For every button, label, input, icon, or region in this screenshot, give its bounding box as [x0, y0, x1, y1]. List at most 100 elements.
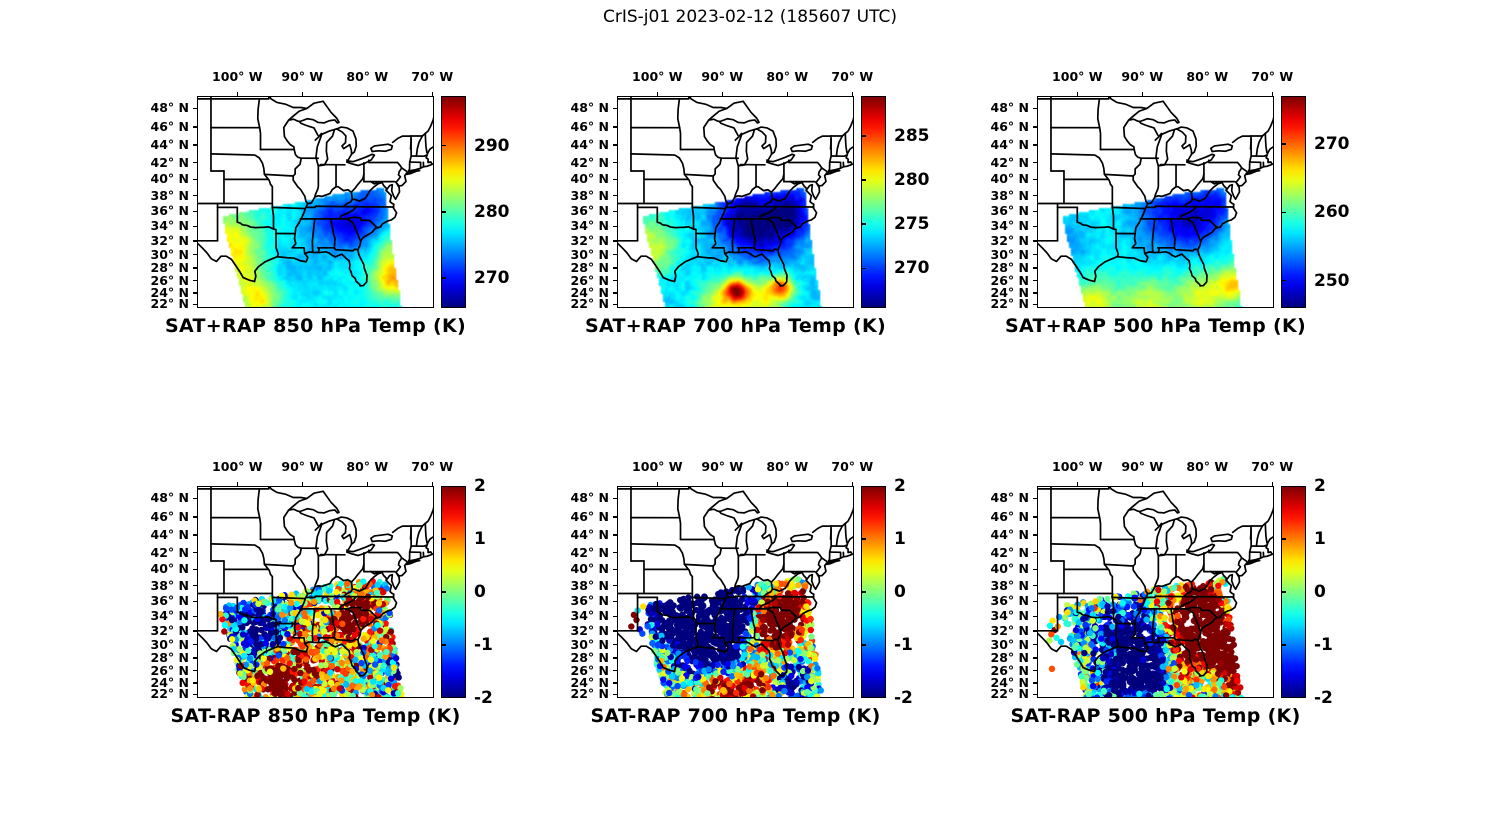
- lat-axis-tick: [612, 210, 617, 212]
- lon-tick-label: 100° W: [1052, 459, 1103, 474]
- lat-tick-label: 30° N: [570, 246, 609, 262]
- lat-tick-label: 28° N: [150, 259, 189, 275]
- lat-tick-label: 22° N: [990, 296, 1029, 312]
- figure-title: CrIS-j01 2023-02-12 (185607 UTC): [602, 7, 898, 27]
- lat-tick-label: 36° N: [570, 593, 609, 609]
- lat-axis-tick: [192, 178, 197, 181]
- colorbar-tick-label: -1: [894, 635, 913, 655]
- panel-title: SAT+RAP 500 hPa Temp (K): [1005, 315, 1306, 337]
- lat-tick-label: 46° N: [990, 509, 1029, 525]
- colorbar-tick-label: 2: [1314, 476, 1326, 496]
- lat-tick-label: 42° N: [570, 544, 609, 560]
- lat-axis-tick: [192, 568, 197, 571]
- lat-tick-label: 36° N: [570, 203, 609, 219]
- lat-tick-label: 32° N: [990, 232, 1029, 248]
- lat-axis-tick: [192, 225, 197, 228]
- lon-axis-tick: [366, 482, 369, 486]
- lon-axis-tick: [851, 92, 854, 96]
- lat-tick-label: 30° N: [150, 636, 189, 652]
- lat-axis-tick: [1032, 615, 1037, 618]
- lat-axis-tick: [612, 615, 617, 618]
- colorbar: [861, 96, 886, 308]
- lat-tick-label: 24° N: [570, 674, 609, 690]
- colorbar-tick-label: 290: [474, 135, 510, 156]
- lon-axis-tick: [236, 92, 239, 96]
- lat-tick-label: 26° N: [570, 272, 609, 288]
- colorbar-tick-label: 270: [894, 258, 930, 279]
- lat-axis-tick: [192, 194, 197, 197]
- lat-axis-tick: [612, 178, 617, 181]
- lon-tick-label: 70° W: [831, 69, 874, 84]
- lat-axis-tick: [192, 267, 197, 269]
- lat-axis-tick: [612, 693, 617, 696]
- lat-axis-tick: [1032, 178, 1037, 181]
- colorbar-tick-label: 0: [1314, 582, 1326, 602]
- lat-axis-tick: [1032, 584, 1037, 587]
- colorbar-tick-label: -2: [1314, 688, 1333, 708]
- lon-tick-label: 80° W: [766, 69, 809, 84]
- lat-axis-tick: [192, 144, 197, 146]
- lat-axis-tick: [1032, 240, 1037, 242]
- colorbar-tick-label: 1: [474, 529, 486, 549]
- colorbar-tick-label: 270: [1314, 133, 1350, 154]
- colorbar-tick: [441, 211, 446, 213]
- map-canvas: [197, 96, 434, 308]
- lat-tick-label: 28° N: [990, 259, 1029, 275]
- lat-axis-tick: [1032, 643, 1037, 646]
- lat-tick-label: 24° N: [570, 284, 609, 300]
- lat-axis-tick: [612, 497, 617, 500]
- lon-axis-tick: [431, 92, 434, 96]
- lon-tick-label: 100° W: [1052, 69, 1103, 84]
- lat-tick-label: 46° N: [570, 509, 609, 525]
- colorbar-tick-label: 280: [894, 169, 930, 190]
- colorbar-tick: [1281, 644, 1286, 646]
- lon-tick-label: 70° W: [831, 459, 874, 474]
- colorbar-tick-label: -1: [474, 635, 493, 655]
- lat-axis-tick: [1032, 600, 1037, 602]
- map-canvas: [617, 486, 854, 698]
- lon-tick-label: 80° W: [1186, 69, 1229, 84]
- colorbar-tick: [1281, 211, 1286, 213]
- lat-tick-label: 40° N: [990, 171, 1029, 187]
- lat-tick-label: 24° N: [150, 284, 189, 300]
- colorbar-tick-label: 1: [1314, 529, 1326, 549]
- colorbar-tick: [861, 644, 866, 646]
- lat-tick-label: 26° N: [990, 272, 1029, 288]
- lat-axis-tick: [192, 534, 197, 536]
- lon-axis-tick: [1141, 482, 1144, 486]
- lat-tick-label: 44° N: [570, 527, 609, 543]
- lat-axis-tick: [1032, 682, 1037, 684]
- lat-axis-tick: [612, 240, 617, 242]
- lat-axis-tick: [612, 551, 617, 554]
- lat-axis-tick: [192, 657, 197, 659]
- lat-axis-tick: [1032, 279, 1037, 282]
- lat-tick-label: 46° N: [570, 119, 609, 135]
- lat-axis-tick: [192, 240, 197, 242]
- lat-tick-label: 26° N: [150, 272, 189, 288]
- lat-tick-label: 32° N: [150, 622, 189, 638]
- colorbar-tick: [861, 223, 866, 225]
- lat-tick-label: 44° N: [150, 137, 189, 153]
- panel-title: SAT-RAP 700 hPa Temp (K): [590, 705, 881, 727]
- lat-tick-label: 48° N: [570, 490, 609, 506]
- lat-axis-tick: [192, 615, 197, 618]
- lat-tick-label: 34° N: [990, 608, 1029, 624]
- lat-axis-tick: [612, 267, 617, 269]
- lon-tick-label: 90° W: [701, 459, 744, 474]
- lat-axis-tick: [612, 568, 617, 571]
- lat-tick-label: 38° N: [570, 577, 609, 593]
- lat-axis-tick: [1032, 292, 1037, 294]
- lat-tick-label: 48° N: [990, 100, 1029, 116]
- lat-axis-tick: [192, 303, 197, 306]
- lat-tick-label: 26° N: [150, 662, 189, 678]
- lon-tick-label: 80° W: [1186, 459, 1229, 474]
- lat-tick-label: 44° N: [150, 527, 189, 543]
- lat-tick-label: 24° N: [150, 674, 189, 690]
- lon-tick-label: 100° W: [212, 459, 263, 474]
- lat-axis-tick: [192, 600, 197, 602]
- colorbar-tick: [1281, 143, 1286, 145]
- lat-tick-label: 40° N: [570, 561, 609, 577]
- lon-axis-tick: [1076, 482, 1079, 486]
- lat-axis-tick: [612, 682, 617, 684]
